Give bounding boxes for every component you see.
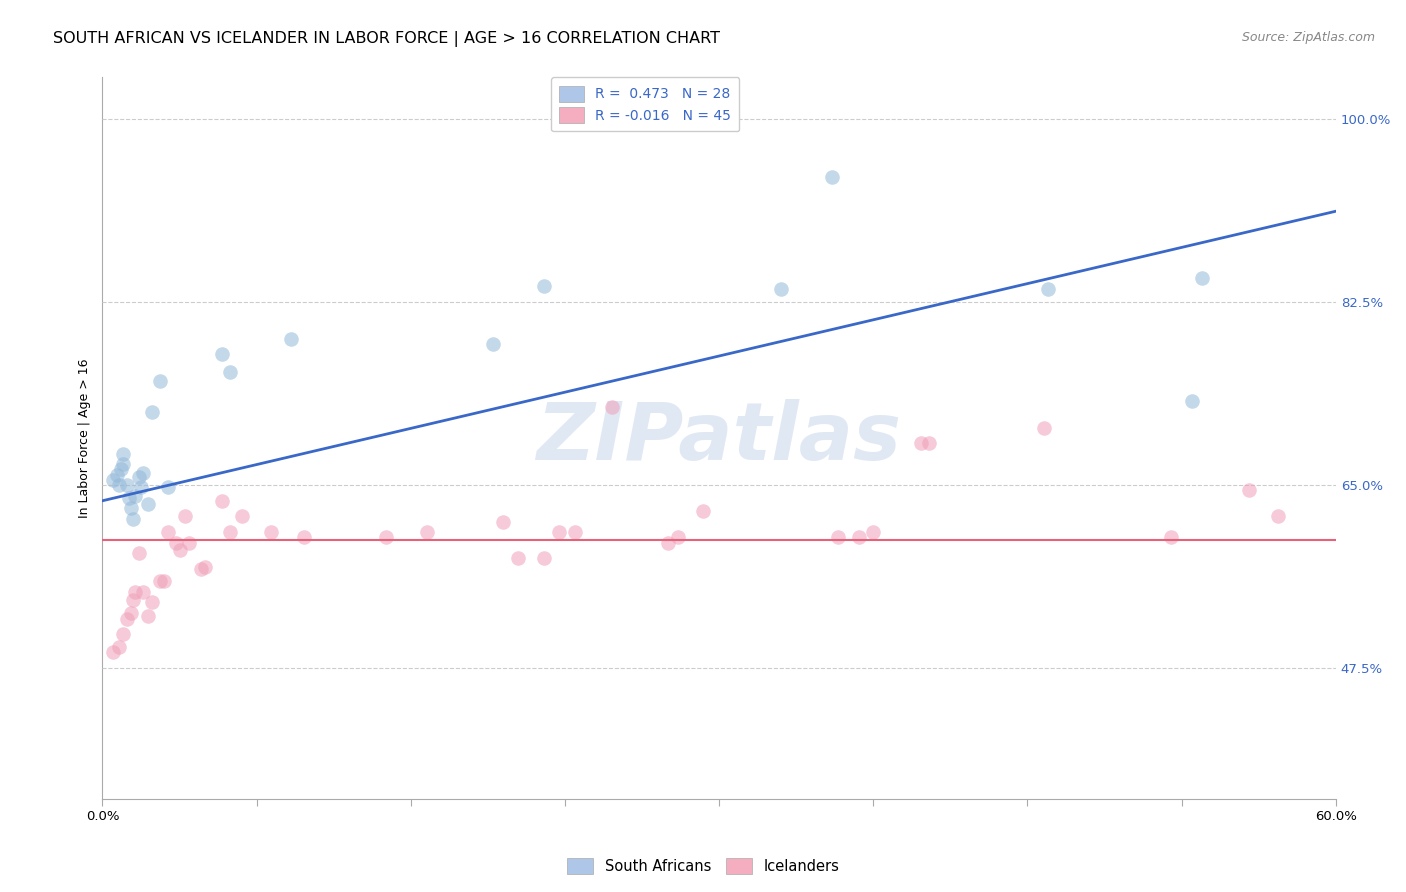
Point bbox=[110, 462, 132, 476]
Point bbox=[492, 515, 515, 529]
Point bbox=[1239, 483, 1261, 498]
Point bbox=[136, 608, 159, 623]
Point bbox=[149, 574, 172, 589]
Point bbox=[1032, 420, 1054, 434]
Point bbox=[101, 645, 124, 659]
Point bbox=[120, 501, 142, 516]
Point bbox=[124, 489, 146, 503]
Point bbox=[547, 525, 569, 540]
Point bbox=[218, 365, 240, 379]
Point bbox=[101, 473, 124, 487]
Point bbox=[157, 525, 180, 540]
Point bbox=[211, 493, 233, 508]
Point bbox=[482, 337, 505, 351]
Point bbox=[218, 525, 240, 540]
Point bbox=[131, 480, 153, 494]
Point bbox=[136, 497, 159, 511]
Point bbox=[918, 436, 941, 450]
Text: Source: ZipAtlas.com: Source: ZipAtlas.com bbox=[1241, 31, 1375, 45]
Point bbox=[848, 530, 870, 544]
Point bbox=[1181, 394, 1204, 409]
Point bbox=[211, 347, 233, 361]
Point bbox=[506, 551, 529, 566]
Point bbox=[666, 530, 689, 544]
Point bbox=[128, 469, 150, 483]
Point bbox=[120, 606, 142, 620]
Point bbox=[122, 511, 145, 525]
Text: ZIPatlas: ZIPatlas bbox=[537, 399, 901, 477]
Legend: R =  0.473   N = 28, R = -0.016   N = 45: R = 0.473 N = 28, R = -0.016 N = 45 bbox=[551, 78, 740, 131]
Point bbox=[769, 282, 792, 296]
Point bbox=[375, 530, 398, 544]
Point bbox=[111, 447, 134, 461]
Point bbox=[177, 535, 200, 549]
Point bbox=[533, 551, 555, 566]
Point bbox=[141, 405, 163, 419]
Point bbox=[115, 478, 138, 492]
Point bbox=[111, 457, 134, 471]
Point bbox=[108, 478, 131, 492]
Point bbox=[118, 491, 141, 505]
Point bbox=[821, 169, 844, 184]
Point bbox=[416, 525, 439, 540]
Point bbox=[862, 525, 884, 540]
Point bbox=[292, 530, 315, 544]
Y-axis label: In Labor Force | Age > 16: In Labor Force | Age > 16 bbox=[79, 359, 91, 518]
Point bbox=[600, 400, 623, 414]
Point bbox=[1160, 530, 1182, 544]
Point bbox=[564, 525, 586, 540]
Point bbox=[108, 640, 131, 654]
Point bbox=[692, 504, 714, 518]
Point bbox=[1267, 509, 1289, 524]
Point bbox=[122, 593, 145, 607]
Legend: South Africans, Icelanders: South Africans, Icelanders bbox=[561, 852, 845, 880]
Point bbox=[173, 509, 195, 524]
Point bbox=[165, 535, 187, 549]
Point bbox=[105, 467, 128, 482]
Point bbox=[149, 374, 172, 388]
Point bbox=[132, 466, 155, 480]
Point bbox=[827, 530, 849, 544]
Point bbox=[1036, 282, 1059, 296]
Point bbox=[910, 436, 932, 450]
Point bbox=[280, 332, 302, 346]
Point bbox=[657, 535, 679, 549]
Point bbox=[1191, 271, 1213, 285]
Point bbox=[141, 595, 163, 609]
Point bbox=[533, 279, 555, 293]
Point bbox=[157, 480, 180, 494]
Point bbox=[169, 542, 191, 557]
Point bbox=[153, 574, 176, 589]
Point bbox=[260, 525, 283, 540]
Point bbox=[194, 559, 217, 574]
Text: SOUTH AFRICAN VS ICELANDER IN LABOR FORCE | AGE > 16 CORRELATION CHART: SOUTH AFRICAN VS ICELANDER IN LABOR FORC… bbox=[53, 31, 720, 47]
Point bbox=[128, 546, 150, 560]
Point bbox=[190, 562, 212, 576]
Point bbox=[132, 584, 155, 599]
Point bbox=[115, 612, 138, 626]
Point bbox=[231, 509, 253, 524]
Point bbox=[111, 626, 134, 640]
Point bbox=[124, 584, 146, 599]
